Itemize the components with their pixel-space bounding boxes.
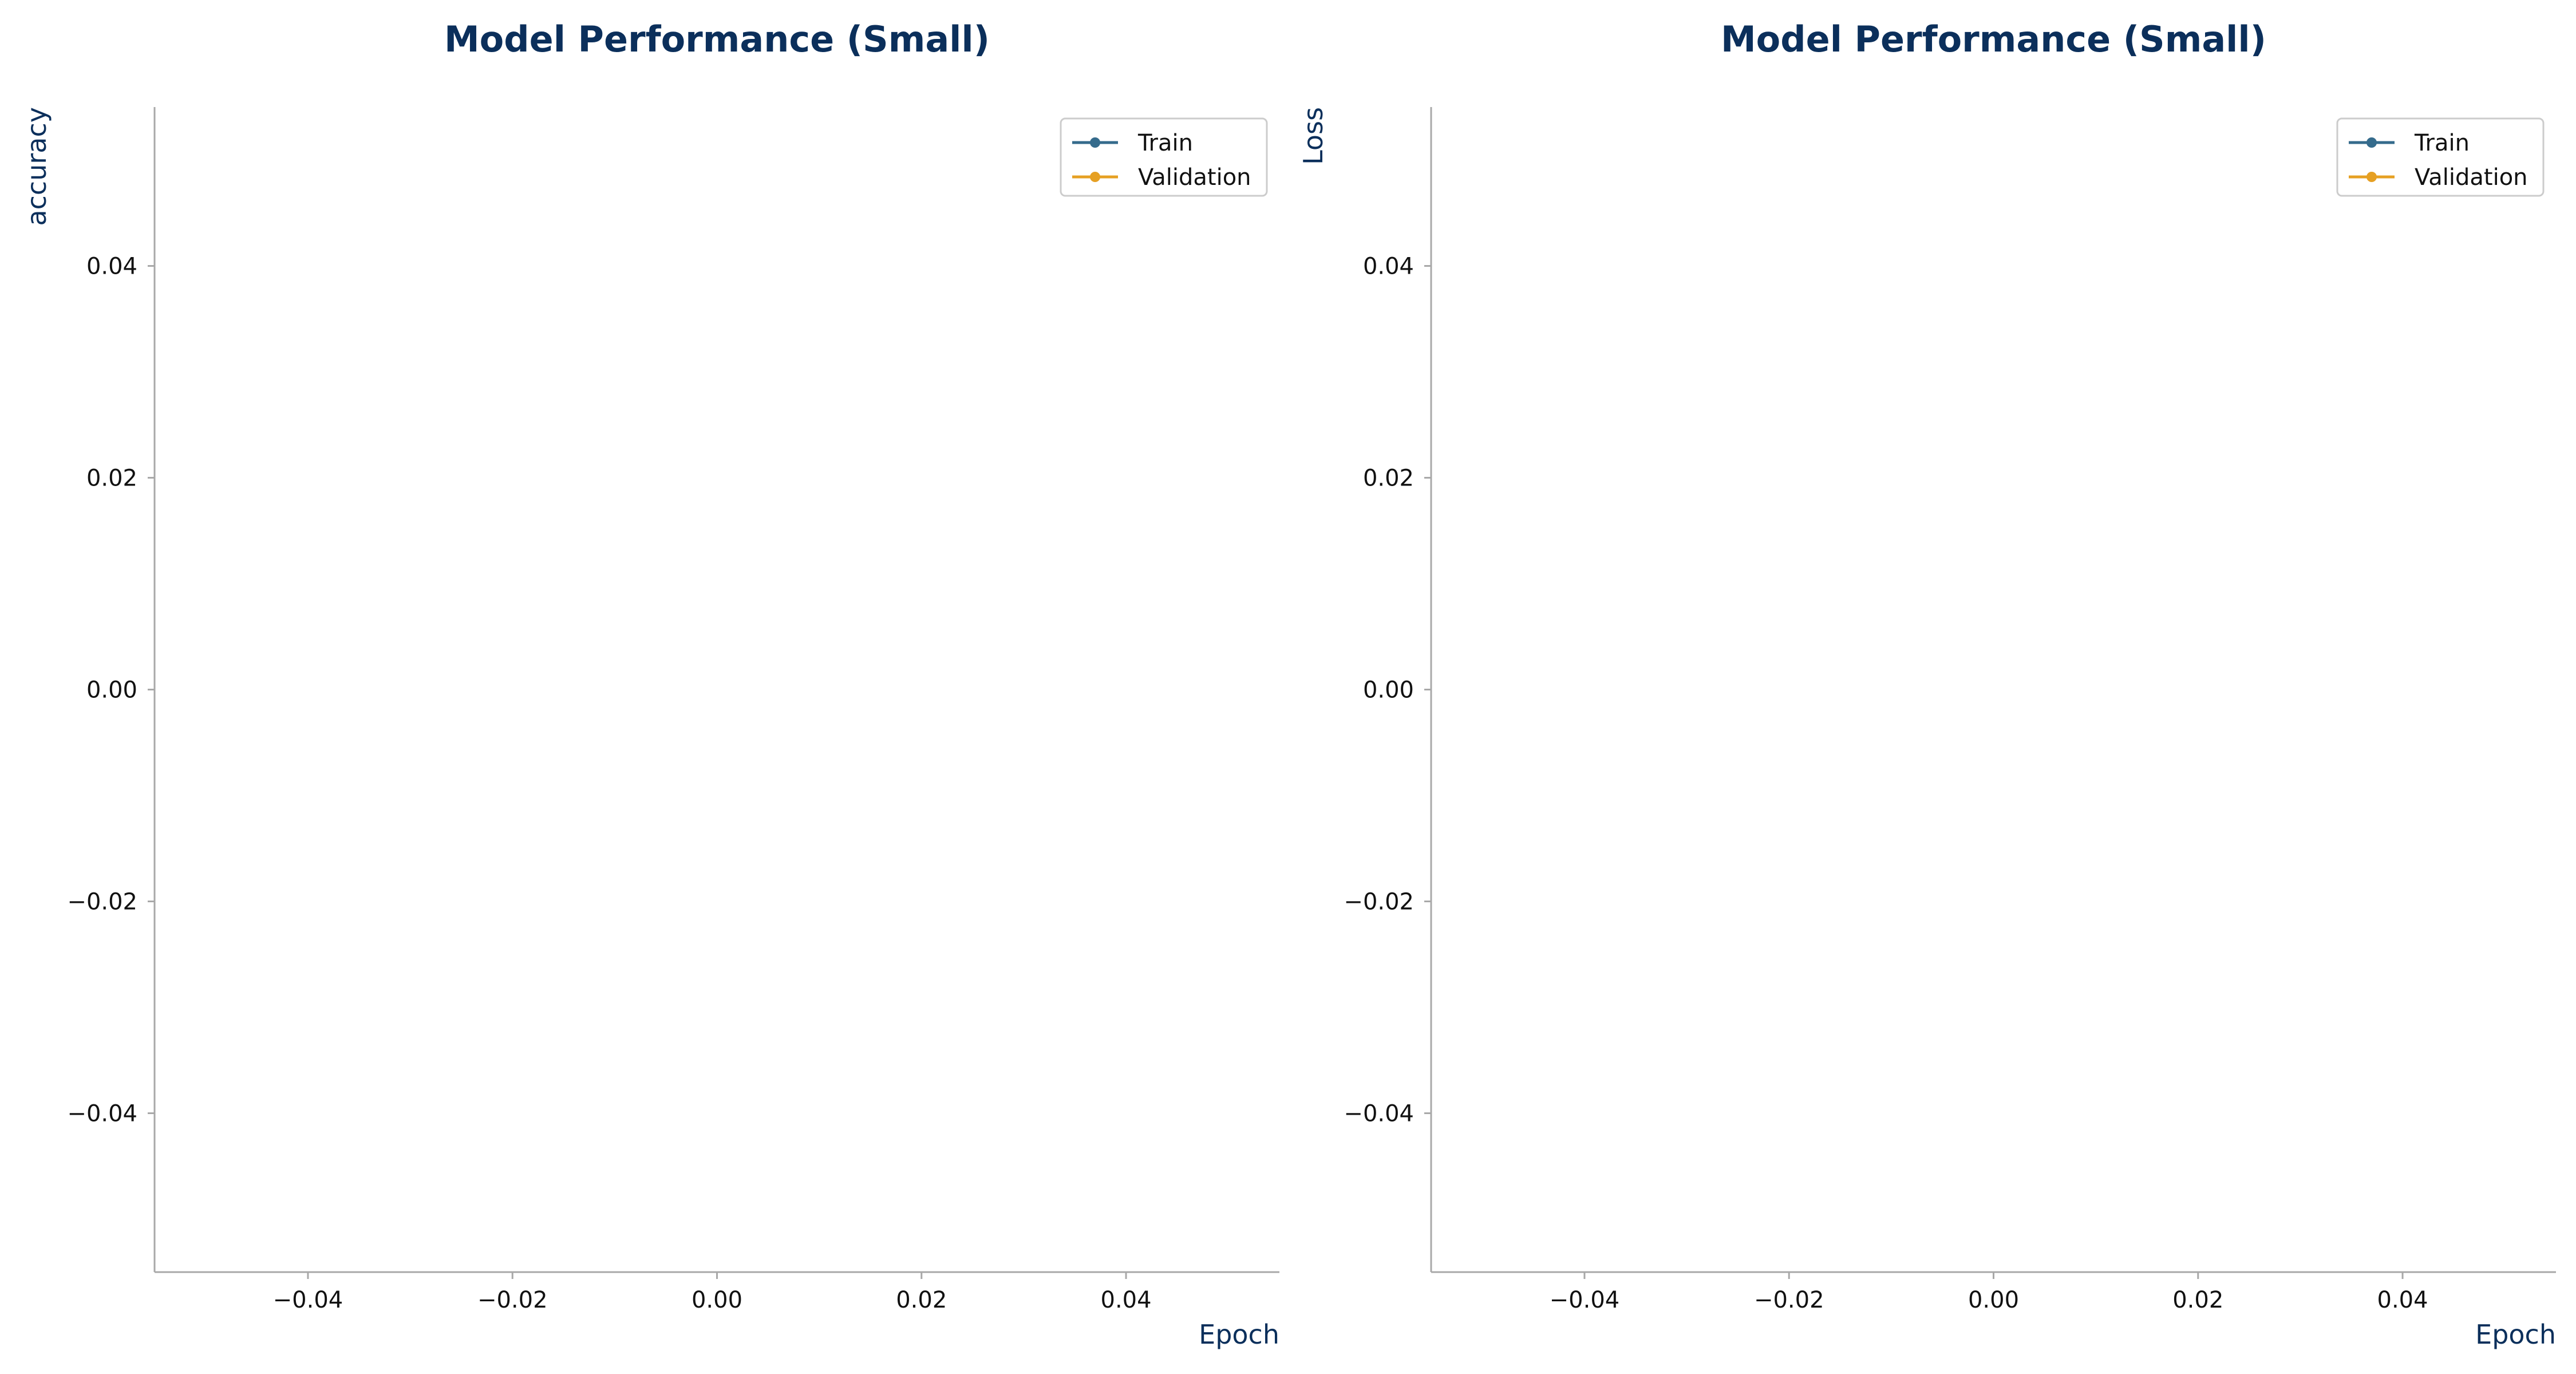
legend-item-validation: Validation — [1072, 164, 1251, 191]
legend-item-train: Train — [1072, 130, 1193, 156]
legend-marker — [1090, 172, 1100, 182]
legend-marker — [2366, 172, 2377, 182]
y-tick-label: −0.02 — [67, 889, 137, 915]
x-tick-label: −0.02 — [1754, 1287, 1824, 1313]
chart-title: Model Performance (Small) — [1721, 18, 2266, 60]
y-axis-label: Loss — [1298, 107, 1329, 165]
chart-panel-2: Model Performance (Small) −0.04 −0.02 0.00 0… — [1298, 18, 2556, 1350]
legend-label: Validation — [2415, 164, 2528, 191]
y-tick-label: 0.02 — [86, 465, 137, 492]
legend-label: Validation — [1138, 164, 1251, 191]
x-tick-label: 0.02 — [2172, 1287, 2223, 1313]
x-tick-label: −0.04 — [273, 1287, 343, 1313]
legend: Train Validation — [1060, 117, 1268, 197]
x-tick-label: 0.00 — [1968, 1287, 2019, 1313]
x-tick-label: 0.04 — [1101, 1287, 1152, 1313]
y-tick-label: −0.04 — [1344, 1101, 1414, 1127]
y-tick-label: −0.02 — [1344, 889, 1414, 915]
y-tick-label: 0.04 — [1363, 254, 1414, 280]
y-tick-label: −0.04 — [67, 1101, 137, 1127]
legend-label: Train — [1137, 130, 1193, 156]
chart-title: Model Performance (Small) — [444, 18, 990, 60]
legend: Train Validation — [2336, 117, 2545, 197]
y-tick-label: 0.02 — [1363, 465, 1414, 492]
legend-item-validation: Validation — [2349, 164, 2528, 191]
y-axis-label: accuracy — [21, 107, 52, 226]
x-axis-label: Epoch — [2475, 1319, 2556, 1350]
y-tick-label: 0.00 — [1363, 677, 1414, 704]
y-tick-label: 0.00 — [86, 677, 137, 704]
y-tick-label: 0.04 — [86, 254, 137, 280]
x-tick-label: −0.04 — [1550, 1287, 1620, 1313]
legend-item-train: Train — [2349, 130, 2470, 156]
x-tick-label: 0.04 — [2377, 1287, 2428, 1313]
x-axis-label: Epoch — [1199, 1319, 1279, 1350]
legend-marker — [1090, 137, 1100, 148]
legend-label: Train — [2414, 130, 2470, 156]
chart-panel-1: Model Performance (Small) −0.04 −0.02 0.00 0… — [21, 18, 1279, 1350]
x-tick-label: 0.02 — [896, 1287, 947, 1313]
x-tick-label: 0.00 — [692, 1287, 742, 1313]
x-tick-label: −0.02 — [477, 1287, 548, 1313]
legend-marker — [2366, 137, 2377, 148]
